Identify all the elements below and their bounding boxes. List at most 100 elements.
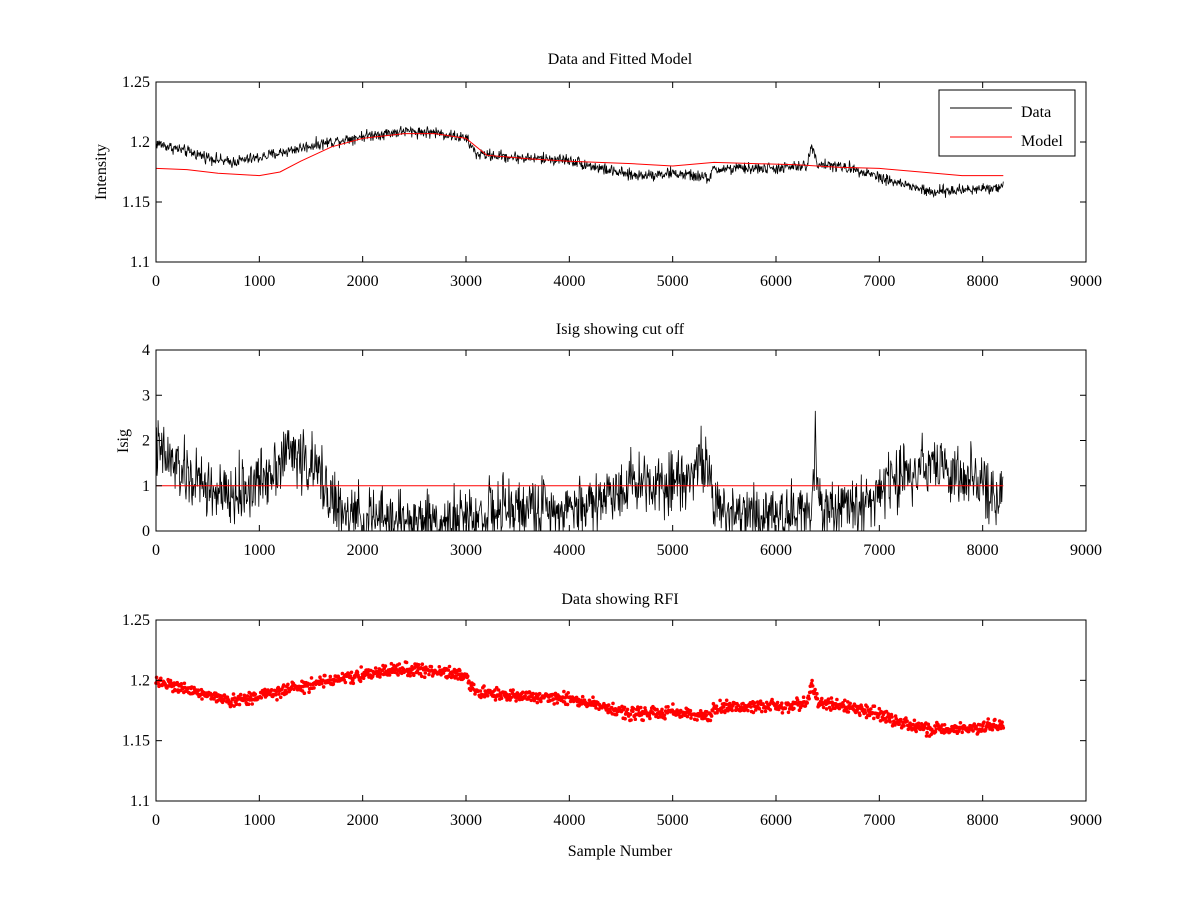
data-point — [458, 668, 462, 673]
data-point — [422, 675, 427, 679]
data-point — [813, 687, 817, 692]
data-point — [986, 717, 990, 721]
data-point — [328, 674, 333, 679]
x-tick-label: 1000 — [243, 273, 275, 290]
data-point — [278, 695, 283, 700]
data-point — [531, 691, 535, 696]
data-point — [872, 716, 876, 721]
data-point — [647, 713, 652, 718]
data-point — [539, 699, 543, 704]
chart-title: Data and Fitted Model — [548, 51, 693, 68]
x-tick-label: 4000 — [553, 542, 585, 559]
data-point — [387, 673, 392, 677]
data-point — [922, 725, 927, 730]
data-point — [521, 690, 525, 695]
data-point — [810, 678, 814, 683]
data-point — [795, 698, 800, 702]
panel-data-and-fitted-model: Data and Fitted Model Intensity 0 1000 200… — [93, 51, 1102, 290]
data-point — [212, 697, 216, 701]
data-point — [175, 680, 179, 685]
data-point — [340, 671, 345, 676]
data-point — [925, 730, 929, 735]
data-point — [606, 703, 611, 707]
data-point — [641, 718, 645, 723]
data-point — [587, 698, 592, 703]
data-point — [886, 712, 891, 716]
data-point — [648, 716, 652, 721]
data-point — [320, 681, 324, 686]
data-point — [848, 701, 852, 706]
data-point — [286, 682, 290, 687]
data-point — [499, 696, 504, 700]
data-point — [974, 727, 979, 731]
data-point — [829, 708, 833, 712]
data-point — [246, 702, 251, 706]
y-tick-label: 3 — [142, 387, 150, 404]
x-tick-label: 4000 — [553, 273, 585, 290]
series-rfi — [154, 660, 1006, 738]
data-point — [318, 675, 322, 679]
data-point — [552, 702, 556, 706]
data-point — [263, 687, 267, 692]
x-tick-label: 0 — [152, 273, 160, 290]
x-tick-label: 8000 — [967, 542, 999, 559]
data-point — [680, 714, 684, 719]
data-point — [885, 719, 889, 723]
data-point — [843, 698, 847, 703]
axis-ticks: 0 1000 2000 3000 4000 5000 6000 7000 8000 9000 0 1 2… — [142, 342, 1102, 559]
data-point — [877, 706, 882, 711]
data-point — [751, 710, 756, 715]
data-point — [934, 727, 938, 731]
data-point — [312, 686, 316, 690]
data-point — [529, 698, 533, 703]
data-point — [456, 677, 460, 681]
data-point — [960, 730, 964, 735]
x-tick-label: 6000 — [760, 273, 792, 290]
data-point — [902, 724, 906, 728]
plot-frame — [155, 349, 1087, 532]
data-point — [711, 708, 715, 713]
data-point — [783, 706, 788, 711]
data-point — [614, 712, 619, 717]
x-tick-label: 0 — [152, 812, 160, 829]
data-point — [408, 674, 413, 678]
x-tick-label: 9000 — [1070, 812, 1102, 829]
data-point — [509, 695, 514, 700]
data-point — [1001, 726, 1006, 730]
data-point — [709, 714, 714, 718]
data-point — [736, 703, 740, 708]
chart-title: Isig showing cut off — [556, 321, 685, 338]
y-axis-label: Isig — [115, 429, 132, 453]
panel-isig-showing-cut-off: Isig showing cut off Isig 0 1000 2000 3000 4… — [115, 321, 1102, 559]
data-point — [351, 681, 356, 686]
x-tick-label: 3000 — [450, 273, 482, 290]
data-point — [760, 709, 764, 714]
data-point — [321, 685, 326, 689]
data-point — [1000, 720, 1004, 724]
x-tick-label: 1000 — [243, 812, 275, 829]
data-point — [815, 691, 819, 696]
data-point — [858, 713, 862, 718]
x-tick-label: 6000 — [760, 542, 792, 559]
series-isig — [155, 410, 1004, 532]
data-point — [890, 715, 894, 719]
data-point — [731, 704, 735, 708]
x-tick-label: 4000 — [553, 812, 585, 829]
data-point — [821, 705, 826, 710]
x-tick-label: 3000 — [450, 542, 482, 559]
data-point — [763, 709, 768, 714]
data-point — [302, 691, 307, 695]
legend: Data Model — [938, 89, 1076, 157]
data-point — [660, 707, 664, 712]
y-tick-label: 1.1 — [130, 254, 150, 271]
data-point — [248, 695, 253, 699]
data-point — [826, 697, 831, 701]
data-point — [829, 696, 834, 700]
data-point — [721, 705, 726, 709]
data-point — [844, 706, 849, 711]
series-model — [155, 133, 1004, 177]
data-point — [465, 674, 470, 678]
data-point — [331, 682, 336, 686]
data-point — [259, 696, 264, 700]
y-tick-label: 1.25 — [122, 612, 150, 629]
